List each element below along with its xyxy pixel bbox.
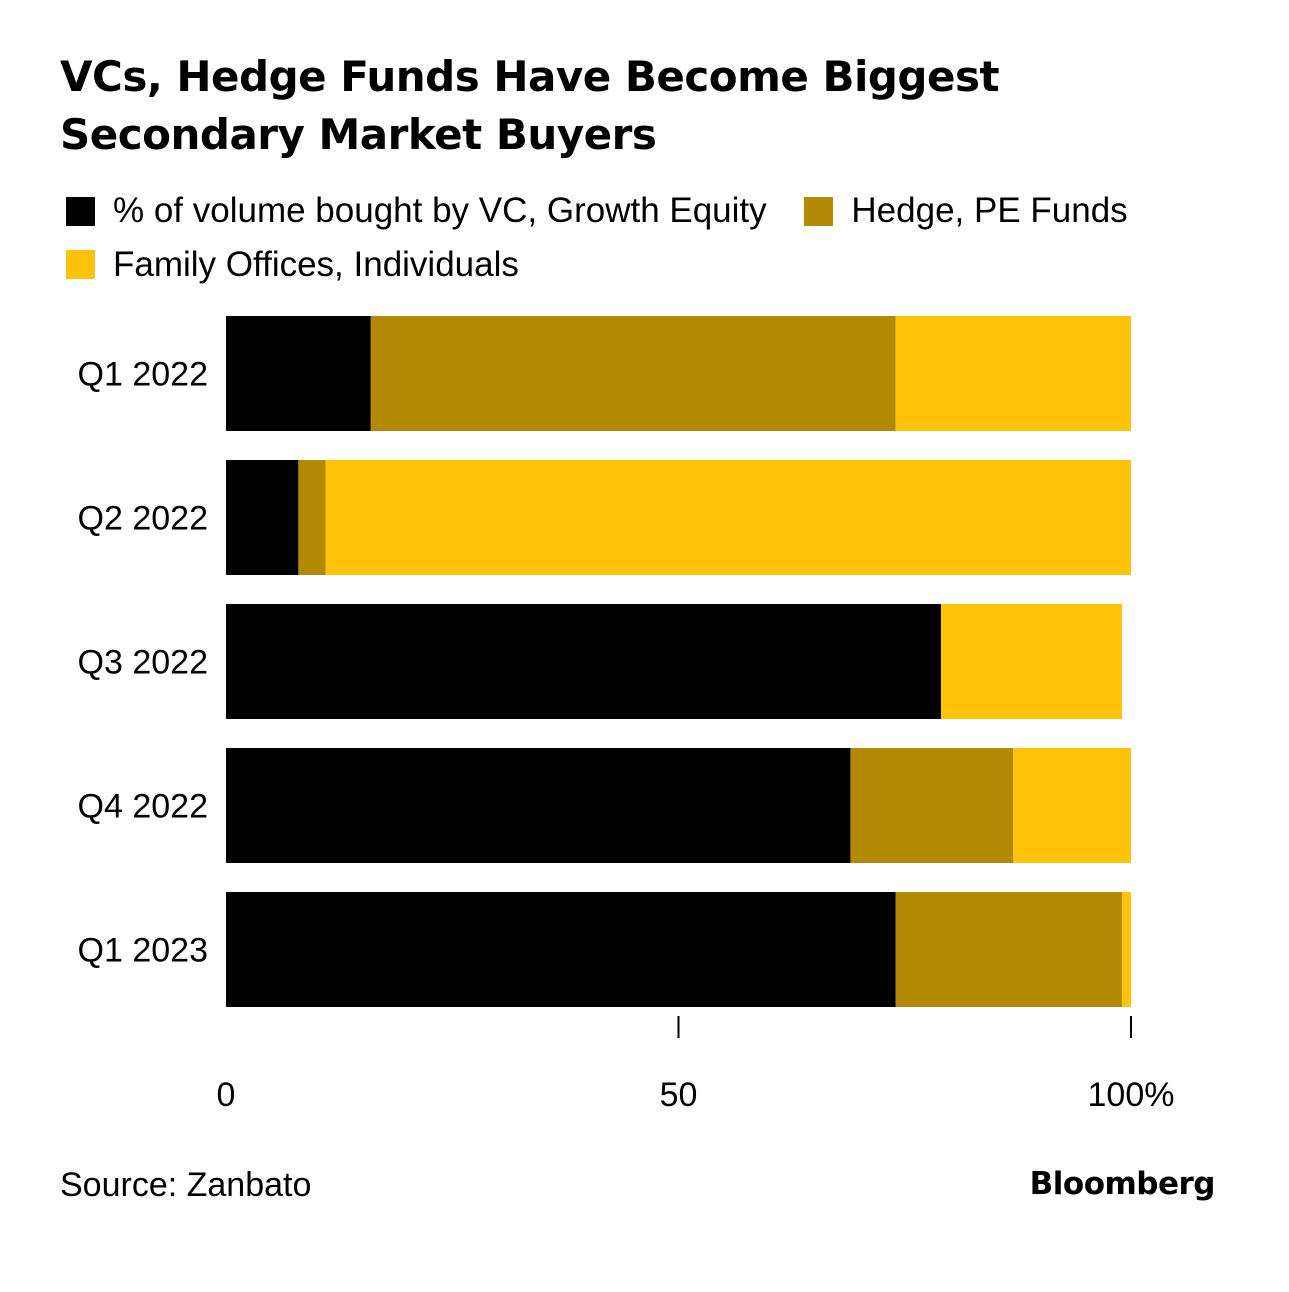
bar-segment	[226, 460, 299, 575]
category-label: Q4 2022	[78, 788, 208, 826]
category-label: Q1 2023	[78, 932, 208, 970]
legend-swatch-vc	[66, 196, 95, 226]
bar-segment	[226, 604, 941, 719]
bar-segment	[1013, 748, 1131, 863]
bar-segment	[370, 316, 896, 431]
bar-segment	[1121, 892, 1131, 1007]
bar-segment	[226, 316, 371, 431]
legend-swatch-family	[66, 250, 95, 279]
legend-item-family: Family Offices, Individuals	[66, 240, 519, 290]
source-note: Source: Zanbato	[60, 1166, 312, 1204]
bar-segment	[226, 748, 851, 863]
category-label: Q2 2022	[78, 500, 208, 538]
bar-segment	[850, 748, 1014, 863]
x-tick-label: 50	[660, 1076, 698, 1114]
x-tick-label: 100%	[1088, 1076, 1175, 1114]
x-tick-label: 0	[217, 1076, 236, 1114]
legend-item-hedge: Hedge, PE Funds	[804, 186, 1128, 236]
legend-label-hedge: Hedge, PE Funds	[851, 191, 1128, 230]
bar-segment	[895, 892, 1122, 1007]
legend-label-vc: % of volume bought by VC, Growth Equity	[113, 191, 767, 230]
category-label: Q3 2022	[78, 644, 208, 682]
bar-segment	[895, 316, 1131, 431]
bar-segment	[325, 460, 1131, 575]
bar-segment	[298, 460, 326, 575]
bar-segment	[226, 892, 896, 1007]
chart-title: VCs, Hedge Funds Have Become Biggest Sec…	[60, 52, 1000, 159]
bar-segment	[940, 604, 1122, 719]
category-label: Q1 2022	[78, 356, 208, 394]
legend: % of volume bought by VC, Growth Equity …	[66, 186, 1246, 293]
legend-item-vc: % of volume bought by VC, Growth Equity	[66, 186, 767, 236]
legend-swatch-hedge	[804, 196, 834, 226]
legend-label-family: Family Offices, Individuals	[113, 244, 519, 284]
bloomberg-logo: Bloomberg	[1029, 1166, 1216, 1202]
